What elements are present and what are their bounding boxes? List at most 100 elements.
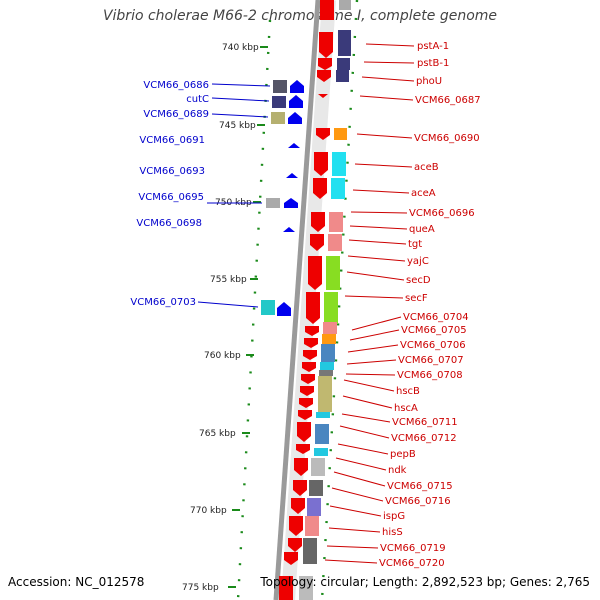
gene-box [261,300,275,315]
gene-label-right[interactable]: VCM66_0720 [379,558,445,569]
right-gene-boxes [299,0,351,600]
callout-line [365,43,415,47]
callout-line [328,527,381,533]
gene-label-right[interactable]: hscA [394,403,418,414]
callout-line [331,487,384,502]
gene-arrow [288,538,302,552]
gene-box [318,376,332,412]
callout-line [337,443,389,455]
gene-box [315,424,329,444]
callout-line [349,329,400,341]
gene-label-right[interactable]: VCM66_0716 [385,496,451,507]
gene-label-right[interactable]: VCM66_0711 [392,417,458,428]
gene-label-right[interactable]: ispG [383,511,405,522]
gene-arrow [317,70,331,82]
gene-box [337,58,350,70]
gene-label-right[interactable]: VCM66_0690 [414,133,480,144]
gene-box [303,538,317,564]
gene-box [273,80,287,93]
callout-line [345,373,396,376]
gene-label-right[interactable]: phoU [416,76,442,87]
gene-label-right[interactable]: hisS [382,527,403,538]
callout-line [363,61,415,64]
topology-text: Topology: circular; Length: 2,892,523 bp… [260,575,590,589]
callout-line [346,271,405,281]
gene-label-right[interactable]: VCM66_0708 [397,370,463,381]
gene-arrow [310,234,324,251]
gene-label-right[interactable]: hscB [396,386,420,397]
scale-label: 745 kbp [219,121,256,131]
arrow-marker [277,302,291,316]
gene-label-right[interactable]: pstA-1 [417,41,449,52]
callout-line [346,359,397,365]
gene-arrow [296,444,310,454]
callout-line [343,379,395,392]
gene-arrow [303,350,317,360]
gene-arrow [300,386,314,396]
callout-line [351,316,402,331]
gene-label-right[interactable]: VCM66_0705 [401,325,467,336]
callout-line [347,344,399,353]
gene-label-right[interactable]: secF [405,293,428,304]
gene-label-left[interactable]: VCM66_0686 [143,80,209,91]
gene-arrow [297,422,311,442]
gene-box [324,292,338,324]
gene-label-right[interactable]: ndk [388,465,407,476]
callout-line [347,255,406,262]
gene-label-right[interactable]: queA [409,224,435,235]
gene-label-right[interactable]: VCM66_0706 [400,340,466,351]
gene-box [316,412,330,418]
right-callouts [324,43,415,564]
gene-label-left[interactable]: VCM66_0689 [143,109,209,120]
arrow-marker [290,80,304,93]
gene-label-right[interactable]: VCM66_0707 [398,355,464,366]
scale-label: 760 kbp [204,351,241,361]
gene-box [322,334,336,344]
gene-box [334,128,347,140]
callout-line [354,163,413,168]
gene-label-left[interactable]: VCM66_0693 [139,166,205,177]
map-title: Vibrio cholerae M66-2 chromosome I, comp… [102,8,498,24]
gene-label-right[interactable]: aceA [411,188,436,199]
callout-line [349,225,408,230]
callout-line [211,83,271,87]
gene-label-right[interactable]: VCM66_0719 [380,543,446,554]
gene-label-right[interactable]: VCM66_0696 [409,208,475,219]
gene-label-left[interactable]: VCM66_0691 [139,135,205,146]
gene-label-right[interactable]: secD [406,275,431,286]
callout-line [335,457,387,471]
gene-box [309,480,323,496]
gene-label-left[interactable]: VCM66_0698 [136,218,202,229]
gene-label-right[interactable]: VCM66_0704 [403,312,469,323]
scale-label: 775 kbp [182,583,219,593]
gene-arrow [304,338,318,348]
callout-line [333,471,386,487]
gene-box [314,448,328,456]
gene-label-left[interactable]: VCM66_0695 [138,192,204,203]
gene-label-left[interactable]: cutC [186,94,209,105]
left-labels: VCM66_0686 cutC VCM66_0689 VCM66_0691 VC… [130,80,209,308]
gene-arrow [308,256,322,290]
gene-box [311,458,325,476]
arrow-marker [283,227,295,232]
gene-label-left[interactable]: VCM66_0703 [130,297,196,308]
callout-line [344,295,404,299]
arrow-marker [288,112,302,124]
gene-label-right[interactable]: VCM66_0712 [391,433,457,444]
scale-label: 765 kbp [199,429,236,439]
gene-box [329,212,343,232]
gene-label-right[interactable]: yajC [407,256,429,267]
gene-arrow [301,374,315,384]
gene-box [338,30,351,56]
gene-arrow [320,0,334,20]
gene-label-right[interactable]: pstB-1 [417,58,449,69]
gene-label-right[interactable]: VCM66_0687 [415,95,481,106]
right-strand-arrows [279,0,334,600]
callout-line [352,189,410,194]
gene-label-right[interactable]: pepB [390,449,416,460]
gene-label-right[interactable]: aceB [414,162,439,173]
gene-label-right[interactable]: VCM66_0715 [387,481,453,492]
gene-arrow [284,552,298,565]
gene-label-right[interactable]: tgt [408,239,422,250]
callout-line [197,301,259,308]
